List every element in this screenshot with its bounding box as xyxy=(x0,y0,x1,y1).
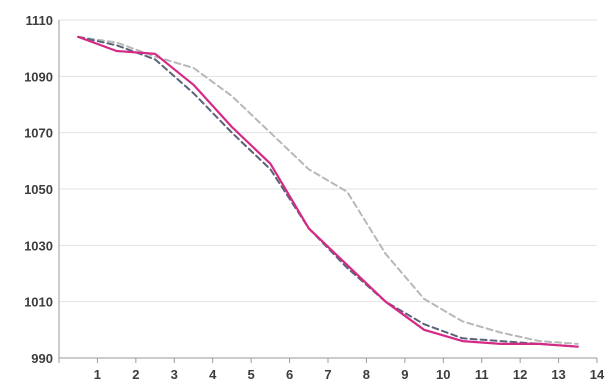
x-tick-label-8: 8 xyxy=(363,367,370,382)
axis-layer xyxy=(58,20,598,363)
x-tick-label-2: 2 xyxy=(132,367,139,382)
x-tick-label-4: 4 xyxy=(209,367,217,382)
x-tick-label-6: 6 xyxy=(286,367,293,382)
grid-layer xyxy=(59,19,597,303)
y-tick-label-1050: 1050 xyxy=(24,182,53,197)
y-tick-label-1110: 1110 xyxy=(26,13,54,28)
series-layer xyxy=(77,35,579,348)
y-tick-label-1070: 1070 xyxy=(24,126,53,141)
series-line-1 xyxy=(77,35,579,345)
y-tick-label-1030: 1030 xyxy=(24,238,53,253)
x-tick-label-13: 13 xyxy=(551,367,565,382)
y-tick-label-1010: 1010 xyxy=(24,295,53,310)
series-line-3 xyxy=(77,35,579,348)
x-tick-label-7: 7 xyxy=(324,367,331,382)
x-tick-label-9: 9 xyxy=(401,367,408,382)
x-tick-label-10: 10 xyxy=(436,367,450,382)
x-tick-label-12: 12 xyxy=(513,367,527,382)
x-tick-label-1: 1 xyxy=(94,367,101,382)
series-line-2 xyxy=(77,35,579,348)
x-tick-label-11: 11 xyxy=(475,367,489,382)
y-tick-label-990: 990 xyxy=(31,351,53,366)
y-tick-label-1090: 1090 xyxy=(24,69,53,84)
x-tick-label-14: 14 xyxy=(590,367,605,382)
x-tick-label-5: 5 xyxy=(248,367,255,382)
x-tick-label-3: 3 xyxy=(171,367,178,382)
